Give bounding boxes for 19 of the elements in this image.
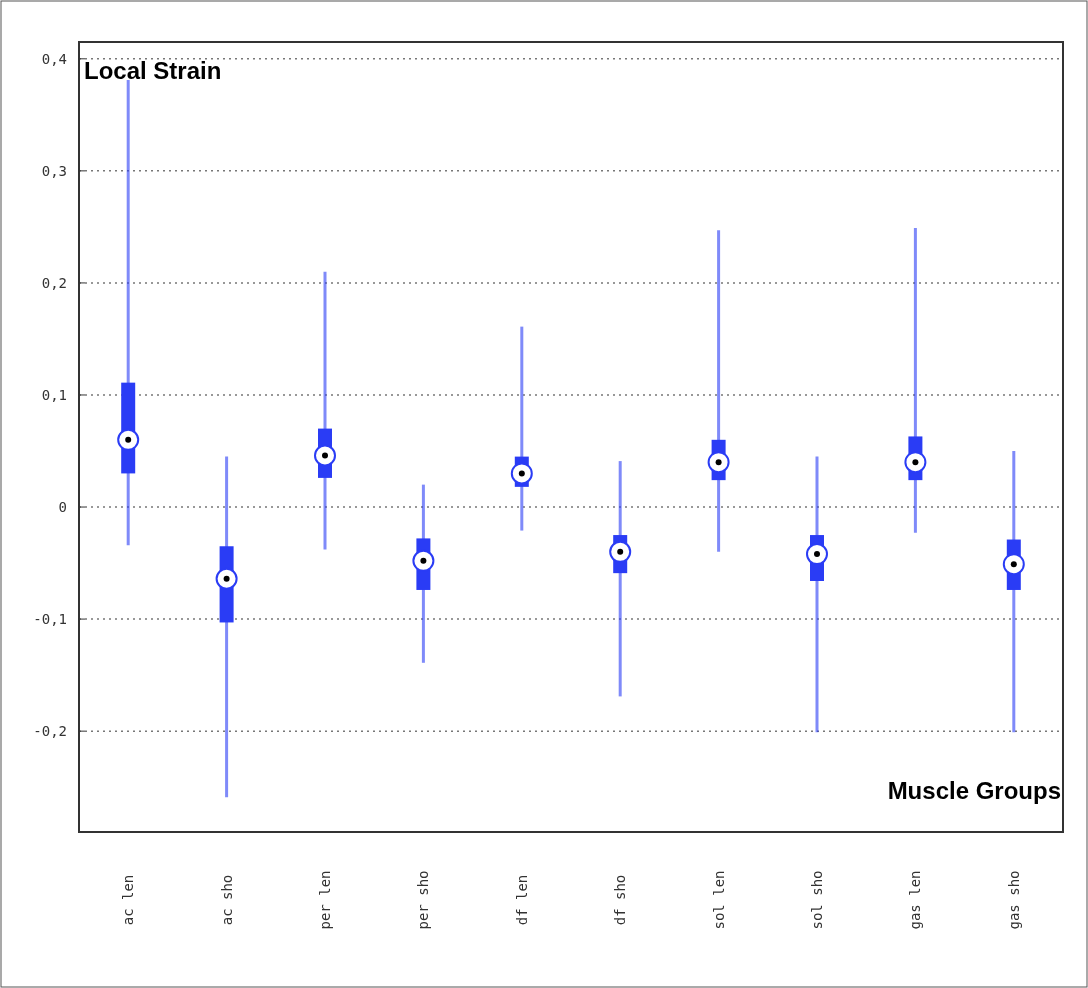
- x-tick-label: df sho: [612, 874, 629, 926]
- x-tick-label: ac sho: [218, 874, 235, 926]
- y-tick-label: 0: [58, 498, 67, 515]
- y-tick-label: 0,2: [41, 274, 67, 291]
- x-tick-label: sol len: [710, 870, 727, 930]
- x-tick-label: sol sho: [808, 870, 825, 930]
- y-tick-label: -0,2: [33, 723, 67, 740]
- y-tick-label: 0,1: [41, 386, 67, 403]
- y-tick-label: 0,4: [41, 50, 67, 67]
- x-tick-label: gas len: [907, 870, 924, 930]
- y-tick-label: -0,1: [33, 610, 67, 627]
- annotation: Muscle Groups: [887, 777, 1061, 804]
- x-tick-label: per sho: [415, 870, 432, 930]
- y-tick-label: 0,3: [41, 162, 67, 179]
- x-tick-label: df len: [513, 874, 530, 926]
- x-tick-label: gas sho: [1005, 870, 1022, 930]
- x-tick-label: ac len: [120, 874, 137, 926]
- annotation: Local Strain: [84, 57, 222, 84]
- x-tick-label: per len: [316, 870, 333, 930]
